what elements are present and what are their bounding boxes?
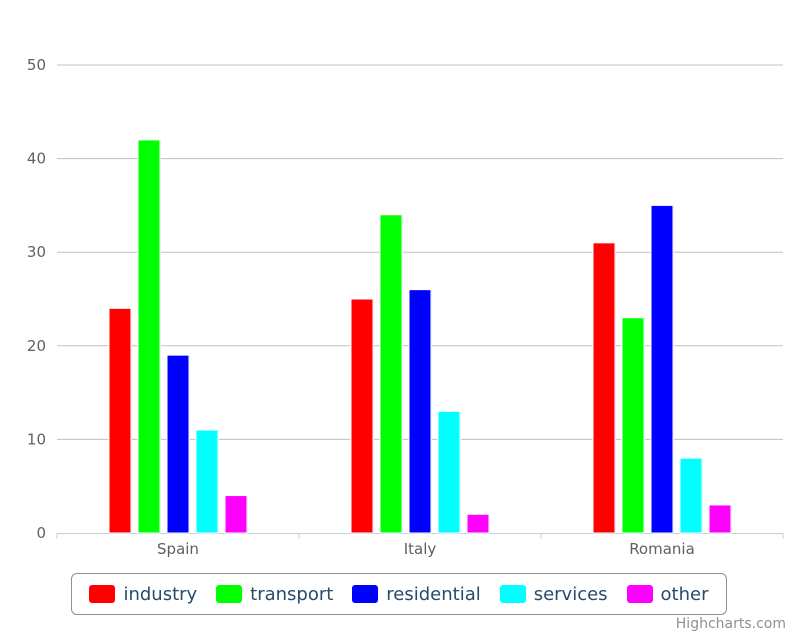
bar-residential-spain[interactable] bbox=[166, 354, 190, 534]
bar-services-italy[interactable] bbox=[437, 410, 461, 534]
legend-item-residential[interactable]: residential bbox=[352, 583, 481, 605]
legend-swatch bbox=[626, 585, 653, 603]
legend-swatch bbox=[352, 585, 379, 603]
bar-residential-romania[interactable] bbox=[650, 204, 674, 534]
bar-other-romania[interactable] bbox=[708, 504, 732, 534]
bar-industry-italy[interactable] bbox=[350, 298, 374, 534]
legend-item-industry[interactable]: industry bbox=[89, 584, 197, 605]
bar-other-spain[interactable] bbox=[224, 495, 248, 534]
x-category-label: Spain bbox=[157, 540, 199, 558]
x-category-label: Italy bbox=[404, 540, 437, 558]
legend-label: residential bbox=[386, 583, 481, 605]
bar-industry-spain[interactable] bbox=[108, 307, 132, 534]
y-tick-label: 10 bbox=[27, 430, 46, 448]
y-tick-label: 30 bbox=[27, 243, 46, 261]
legend-swatch bbox=[216, 585, 243, 603]
y-tick-label: 20 bbox=[27, 337, 46, 355]
legend-label: transport bbox=[250, 583, 334, 605]
legend-item-other[interactable]: other bbox=[626, 583, 709, 605]
x-category-label: Romania bbox=[629, 540, 695, 558]
legend-swatch bbox=[89, 585, 116, 603]
legend-swatch bbox=[499, 585, 526, 603]
bar-transport-spain[interactable] bbox=[137, 139, 161, 534]
y-tick-label: 0 bbox=[36, 524, 46, 542]
credits-link[interactable]: Highcharts.com bbox=[675, 616, 786, 632]
legend-item-transport[interactable]: transport bbox=[216, 584, 333, 605]
legend: industry transport residential services othe… bbox=[71, 573, 727, 615]
legend-label: other bbox=[660, 583, 709, 605]
bar-residential-italy[interactable] bbox=[408, 289, 432, 534]
bar-services-romania[interactable] bbox=[679, 457, 703, 534]
bar-transport-italy[interactable] bbox=[379, 214, 403, 534]
legend-label: services bbox=[533, 583, 608, 605]
bar-industry-romania[interactable] bbox=[592, 242, 616, 534]
legend-item-services[interactable]: services bbox=[499, 583, 608, 605]
bar-services-spain[interactable] bbox=[195, 429, 219, 534]
y-tick-label: 50 bbox=[27, 56, 46, 74]
bar-series bbox=[108, 139, 732, 534]
y-tick-label: 40 bbox=[27, 150, 46, 168]
bar-transport-romania[interactable] bbox=[621, 317, 645, 534]
legend-label: industry bbox=[123, 583, 198, 605]
y-axis-tick-labels: 0 10 20 30 40 50 bbox=[27, 56, 46, 542]
x-axis-category-labels: Spain Italy Romania bbox=[157, 540, 695, 558]
x-axis bbox=[56, 533, 784, 539]
bar-other-italy[interactable] bbox=[466, 513, 490, 534]
